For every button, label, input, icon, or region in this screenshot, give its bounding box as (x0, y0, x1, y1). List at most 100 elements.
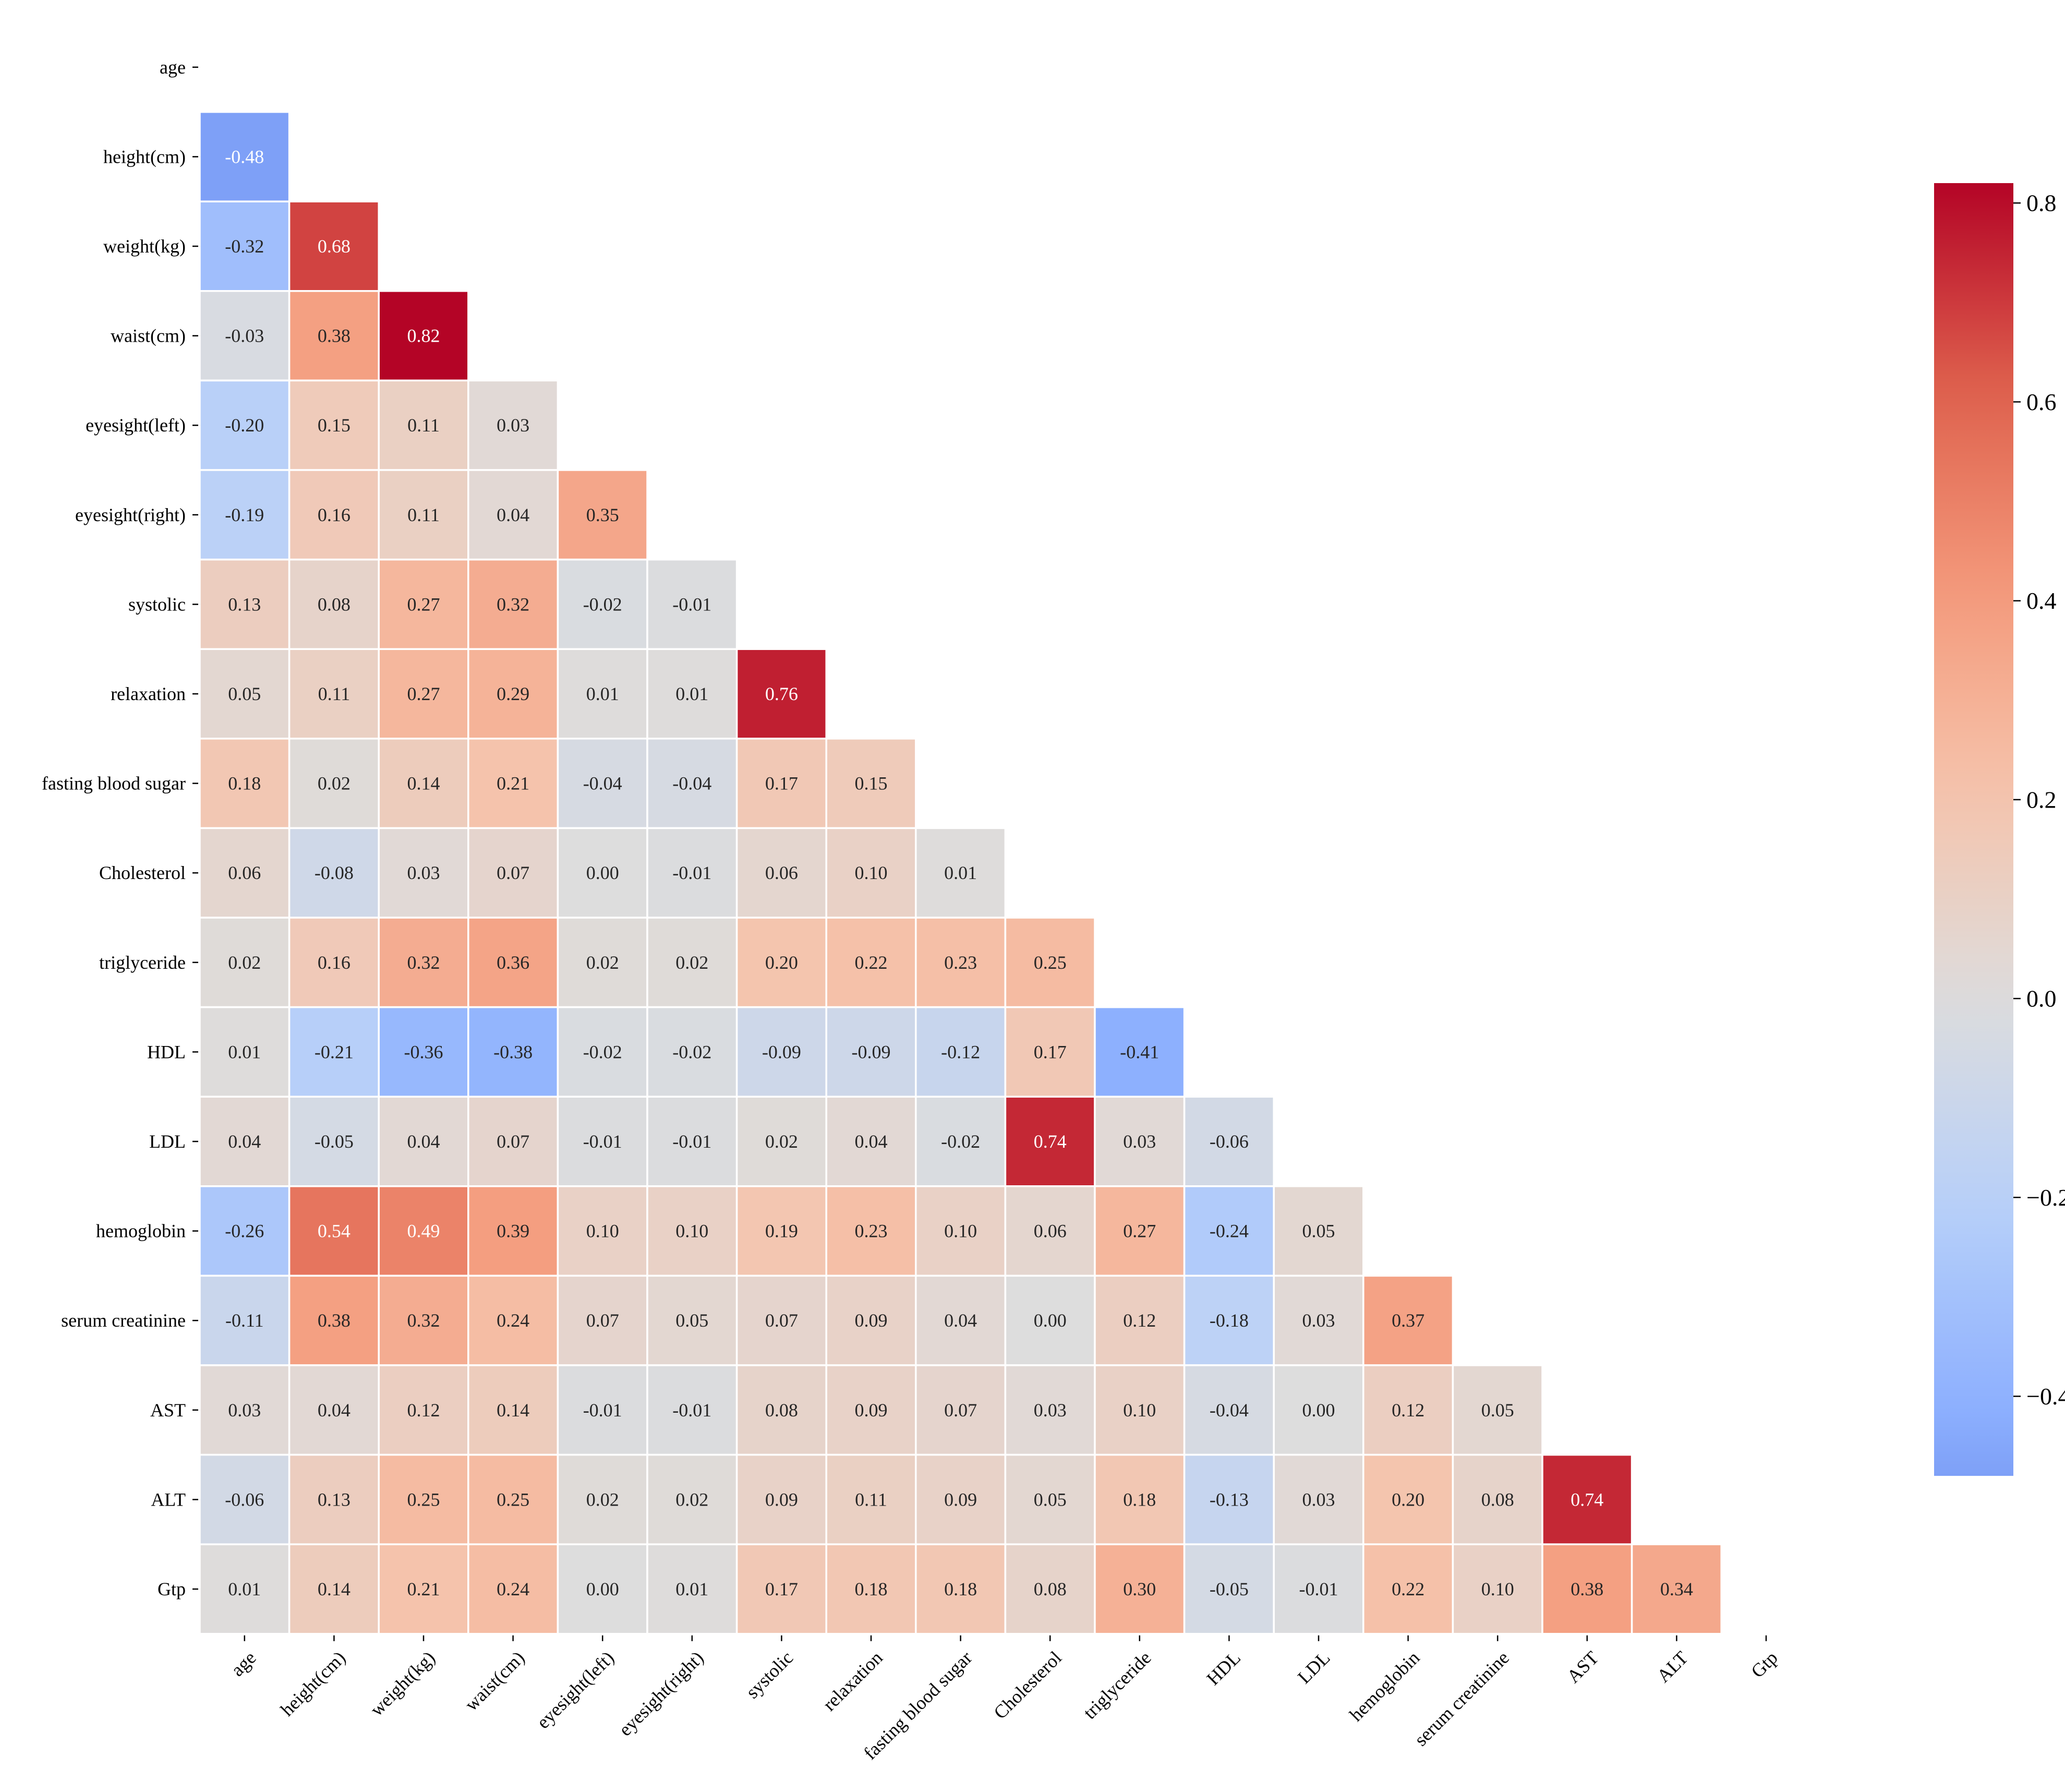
heatmap-cell: -0.04 (646, 738, 738, 829)
heatmap-cell-fill (735, 1185, 827, 1277)
heatmap-cell-fill (288, 1453, 380, 1545)
heatmap-cell: -0.03 (199, 290, 291, 382)
heatmap-cell-value: 0.18 (228, 773, 261, 794)
heatmap-cell: 0.01 (199, 1543, 291, 1635)
heatmap-cell-value: 0.05 (1481, 1400, 1514, 1421)
heatmap-cell-fill (1452, 1453, 1543, 1545)
heatmap-cell-value: 0.21 (497, 773, 529, 794)
heatmap-cell-value: -0.18 (1210, 1310, 1249, 1331)
heatmap-cell-value: 0.10 (1123, 1400, 1156, 1421)
colorbar-tick-label: 0.2 (2026, 786, 2057, 813)
heatmap-cell-fill (735, 1096, 827, 1187)
heatmap-cell-fill (646, 1453, 738, 1545)
heatmap-cell-fill (467, 1006, 559, 1098)
heatmap-cell-fill (1273, 1364, 1364, 1456)
heatmap-cell-value: 0.18 (1123, 1489, 1156, 1510)
heatmap-cell-value: 0.08 (765, 1400, 798, 1421)
y-tick-label: eyesight(left) (86, 415, 186, 436)
colorbar-tick-label: 0.0 (2026, 985, 2057, 1012)
heatmap-cell-fill (1362, 1274, 1454, 1366)
heatmap-cell-value: -0.01 (672, 1131, 711, 1152)
heatmap-cell-value: 0.30 (1123, 1579, 1156, 1599)
heatmap-cell-value: 0.04 (318, 1400, 351, 1421)
heatmap-cell: 0.14 (378, 738, 469, 829)
heatmap-cell: 0.27 (378, 558, 469, 650)
heatmap-cell-value: 0.23 (944, 952, 977, 973)
heatmap-cell-fill (825, 1274, 917, 1366)
heatmap-cell-fill (1094, 1006, 1186, 1098)
heatmap-cell-value: -0.26 (225, 1221, 264, 1242)
heatmap-cell-value: 0.07 (765, 1310, 798, 1331)
heatmap-cell-fill (735, 1364, 827, 1456)
heatmap-cell-fill (199, 1096, 291, 1187)
heatmap-cell-value: 0.13 (318, 1489, 351, 1510)
x-tick-label: HDL (1203, 1647, 1245, 1689)
heatmap-cell-value: 0.07 (497, 1131, 529, 1152)
heatmap-cell: 0.01 (915, 827, 1007, 919)
heatmap-cell-fill (288, 648, 380, 740)
heatmap-cell-value: 0.04 (855, 1131, 888, 1152)
heatmap-cell-fill (1541, 1543, 1633, 1635)
heatmap-cell-fill (915, 1274, 1007, 1366)
heatmap-cell-fill (1004, 1096, 1096, 1187)
heatmap-cell-fill (467, 558, 559, 650)
heatmap-cell-value: 0.19 (765, 1221, 798, 1242)
heatmap-cell: -0.01 (557, 1096, 648, 1187)
heatmap-cell: 0.09 (825, 1364, 917, 1456)
heatmap-cell-value: -0.02 (672, 1041, 711, 1062)
heatmap-cell: 0.18 (199, 738, 291, 829)
heatmap-cell-value: 0.11 (318, 683, 351, 704)
heatmap-cell-value: -0.48 (225, 146, 264, 167)
heatmap-cell-fill (288, 379, 380, 471)
heatmap-cell-value: 0.14 (407, 773, 440, 794)
heatmap-cell-value: 0.32 (407, 952, 440, 973)
heatmap-cell: 0.13 (288, 1453, 380, 1545)
heatmap-cell-fill (557, 1185, 648, 1277)
heatmap-cell-fill (915, 917, 1007, 1008)
heatmap-cell: 0.10 (1452, 1543, 1543, 1635)
heatmap-cell: 0.39 (467, 1185, 559, 1277)
colorbar-gradient (1934, 183, 2013, 1476)
heatmap-cell-value: 0.20 (1392, 1489, 1424, 1510)
heatmap-cell: 0.18 (915, 1543, 1007, 1635)
heatmap-cell: 0.74 (1541, 1453, 1633, 1545)
heatmap-cell-value: -0.03 (225, 326, 264, 346)
heatmap-cell: 0.25 (378, 1453, 469, 1545)
heatmap-cell-value: 0.24 (497, 1579, 529, 1599)
heatmap-cell-value: 0.05 (675, 1310, 708, 1331)
heatmap-cell: 0.09 (825, 1274, 917, 1366)
heatmap-cell: 0.02 (646, 1453, 738, 1545)
heatmap-cell-value: 0.38 (318, 1310, 351, 1331)
heatmap-cell: 0.23 (915, 917, 1007, 1008)
heatmap-cell-value: -0.41 (1120, 1041, 1159, 1062)
heatmap-cell-fill (825, 917, 917, 1008)
heatmap-cell-fill (1273, 1185, 1364, 1277)
heatmap-cell: 0.24 (467, 1543, 559, 1635)
heatmap-cell-value: 0.11 (407, 504, 440, 525)
heatmap-cell: 0.00 (557, 1543, 648, 1635)
heatmap-cell-fill (1004, 1364, 1096, 1456)
heatmap-cell-fill (1541, 1453, 1633, 1545)
heatmap-cell-value: -0.04 (583, 773, 622, 794)
heatmap-cell-fill (557, 558, 648, 650)
heatmap-cell: 0.08 (735, 1364, 827, 1456)
heatmap-cell: -0.36 (378, 1006, 469, 1098)
heatmap-cell-fill (467, 379, 559, 471)
heatmap-cell: 0.17 (1004, 1006, 1096, 1098)
heatmap-cell-fill (1183, 1543, 1275, 1635)
heatmap-cell-value: 0.12 (1123, 1310, 1156, 1331)
heatmap-cell: 0.02 (199, 917, 291, 1008)
heatmap-cell-fill (288, 558, 380, 650)
heatmap-cell-value: -0.09 (762, 1041, 801, 1062)
heatmap-cell-fill (1183, 1096, 1275, 1187)
heatmap-cell: 0.12 (1362, 1364, 1454, 1456)
heatmap-cell: 0.07 (915, 1364, 1007, 1456)
heatmap-cell: 0.10 (557, 1185, 648, 1277)
heatmap-cell: 0.11 (825, 1453, 917, 1545)
heatmap-cell: -0.41 (1094, 1006, 1186, 1098)
heatmap-cell-value: 0.76 (765, 683, 798, 704)
heatmap-cell: 0.17 (735, 738, 827, 829)
heatmap-cell: 0.02 (735, 1096, 827, 1187)
heatmap-cell-fill (915, 1006, 1007, 1098)
heatmap-cell-value: 0.06 (1034, 1221, 1067, 1242)
